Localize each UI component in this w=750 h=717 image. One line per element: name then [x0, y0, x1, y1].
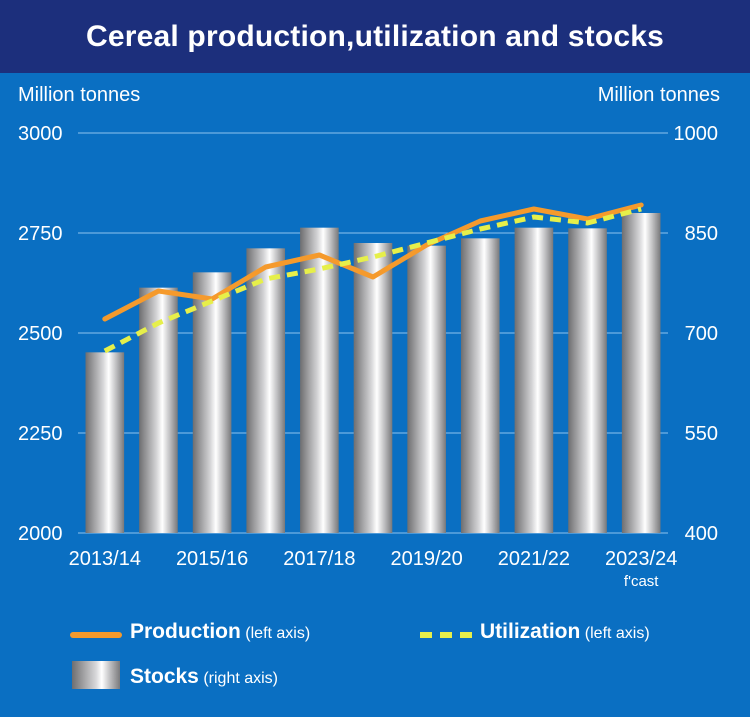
right-tick-label: 400 [685, 523, 718, 545]
stocks-legend-note: (right axis) [203, 670, 279, 687]
left-tick-label: 2500 [18, 323, 63, 345]
title-bar: Cereal production,utilization and stocks [0, 0, 750, 73]
x-tick-sublabel: f'cast [624, 573, 659, 590]
stocks-bar [192, 272, 232, 533]
stocks-bar [246, 248, 286, 534]
x-tick-label: 2019/20 [390, 548, 462, 570]
x-tick-label: 2013/14 [69, 548, 141, 570]
production-legend-note: (left axis) [245, 625, 311, 642]
right-tick-label: 700 [685, 323, 718, 345]
production-legend-swatch [70, 632, 122, 638]
left-tick-label: 2750 [18, 223, 63, 245]
production-legend-name: Production [130, 620, 241, 643]
stocks-legend: Stocks (right axis) [130, 665, 278, 689]
stocks-bar [568, 228, 607, 534]
left-axis-unit: Million tonnes [18, 84, 141, 106]
right-axis-unit: Million tonnes [597, 84, 720, 106]
utilization-legend-note: (left axis) [584, 625, 650, 642]
right-tick-label: 1000 [674, 123, 719, 145]
utilization-legend-swatch [420, 632, 472, 638]
left-tick-label: 3000 [18, 123, 63, 145]
utilization-legend-name: Utilization [480, 620, 581, 643]
x-tick-label: 2023/24 [605, 548, 677, 570]
production-legend: Production (left axis) [130, 620, 310, 644]
utilization-line [103, 206, 642, 354]
left-tick-label: 2250 [18, 423, 63, 445]
stocks-bar [300, 227, 339, 533]
x-tick-label: 2021/22 [498, 548, 570, 570]
stocks-legend-name: Stocks [130, 665, 199, 688]
right-tick-label: 550 [685, 423, 718, 445]
right-tick-label: 850 [685, 223, 718, 245]
utilization-legend: Utilization (left axis) [480, 620, 650, 644]
stocks-bar [353, 243, 393, 533]
stocks-bar [621, 213, 661, 533]
stocks-bar [85, 352, 125, 533]
stocks-legend-swatch [72, 661, 120, 689]
stocks-bar [514, 227, 554, 533]
left-tick-label: 2000 [18, 523, 63, 545]
x-tick-label: 2017/18 [283, 548, 355, 570]
chart-plot: 2000 2250 2500 2750 3000 400 550 700 850 1000 2013… [18, 123, 719, 590]
production-line [102, 202, 644, 322]
stocks-bar [460, 238, 500, 534]
chart-title: Cereal production,utilization and stocks [85, 19, 665, 53]
x-tick-label: 2015/16 [176, 548, 248, 570]
stocks-bar [407, 245, 446, 533]
